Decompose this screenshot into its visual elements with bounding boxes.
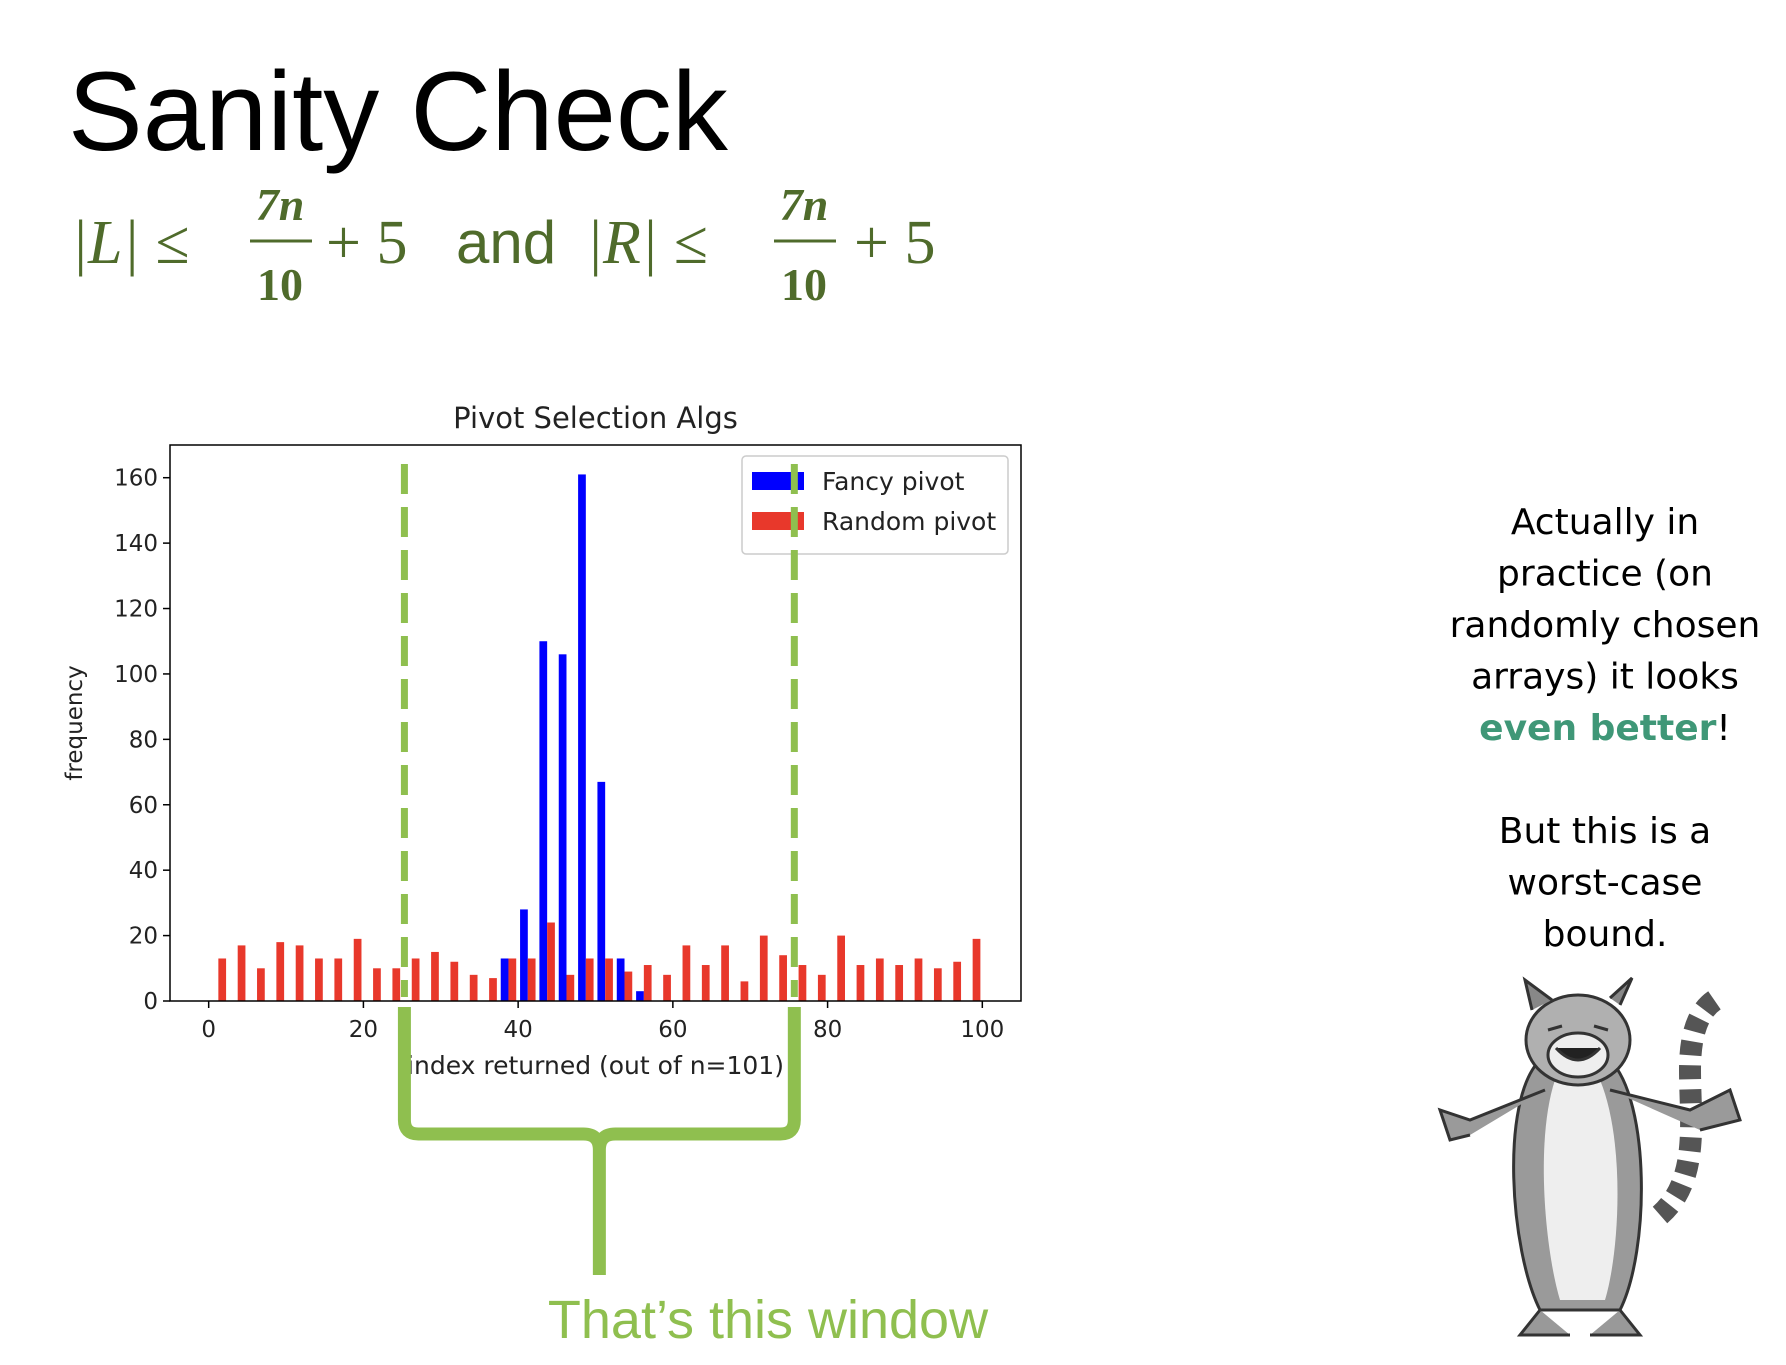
- x-tick-label: 80: [813, 1017, 842, 1043]
- bar: [547, 922, 555, 1001]
- bar: [856, 965, 865, 1001]
- bar: [779, 955, 787, 1001]
- bar: [597, 781, 606, 1001]
- formula: |L| ≤ 7n 10 + 5 and |R| ≤ 7n 10 + 5: [71, 179, 935, 310]
- bar: [682, 945, 691, 1001]
- bar: [411, 958, 420, 1001]
- chart-title: Pivot Selection Algs: [453, 401, 738, 435]
- bar: [373, 968, 381, 1001]
- bar: [817, 974, 826, 1001]
- bar: [837, 935, 845, 1001]
- fraction-numerator: 7n: [256, 179, 305, 230]
- note-line: practice (on: [1497, 554, 1713, 595]
- y-axis-label: frequency: [62, 665, 88, 780]
- bar: [315, 958, 323, 1001]
- bar: [798, 965, 807, 1001]
- bar: [237, 945, 246, 1001]
- fraction-denominator: 10: [257, 259, 303, 310]
- x-tick-label: 40: [503, 1017, 532, 1043]
- bar: [933, 968, 942, 1001]
- legend-box: [741, 455, 1009, 555]
- x-axis-label: index returned (out of n=101): [407, 1051, 784, 1080]
- note-emphasis: even better: [1479, 708, 1716, 749]
- note-line: But this is a: [1499, 811, 1711, 852]
- legend-label: Fancy pivot: [822, 467, 965, 496]
- bar: [616, 958, 625, 1001]
- y-tick-label: 80: [129, 727, 158, 753]
- bar: [895, 965, 904, 1001]
- bar: [508, 958, 517, 1001]
- bar: [721, 945, 729, 1001]
- bar: [875, 958, 884, 1001]
- window-brace: [397, 1007, 801, 1275]
- y-tick-label: 0: [143, 989, 158, 1015]
- formula-lhs: |R| ≤: [586, 209, 708, 277]
- bar: [740, 981, 749, 1001]
- bar: [624, 971, 633, 1001]
- note-end: !: [1716, 708, 1730, 749]
- bar: [539, 641, 548, 1001]
- lemur: [1437, 976, 1742, 1337]
- y-tick-label: 40: [129, 858, 158, 884]
- note-line: arrays) it looks: [1471, 657, 1739, 698]
- x-tick-label: 100: [960, 1017, 1004, 1043]
- bar: [520, 909, 528, 1001]
- note: Actually in practice (on randomly chosen ar…: [1450, 502, 1761, 955]
- note-line: Actually in: [1511, 502, 1699, 543]
- bar: [489, 978, 497, 1001]
- bar: [585, 958, 594, 1001]
- bar: [636, 991, 644, 1001]
- bar: [701, 965, 710, 1001]
- bar: [392, 968, 401, 1001]
- bar: [295, 945, 304, 1001]
- y-tick-label: 160: [114, 466, 158, 492]
- formula-tail: + 5: [326, 209, 407, 277]
- bar: [566, 974, 575, 1001]
- bar: [257, 968, 265, 1001]
- bar: [500, 958, 509, 1001]
- chart: Pivot Selection Algs frequency index retur…: [62, 401, 1022, 1080]
- bar: [334, 958, 343, 1001]
- legend-label: Random pivot: [822, 507, 996, 536]
- bar: [469, 974, 478, 1001]
- y-tick-label: 20: [129, 924, 158, 950]
- slide-title: Sanity Check: [68, 49, 729, 174]
- bar: [431, 951, 439, 1001]
- y-tick-label: 120: [114, 597, 158, 623]
- bar: [643, 965, 652, 1001]
- formula-tail: + 5: [854, 209, 935, 277]
- bar: [353, 938, 362, 1001]
- x-tick-label: 60: [658, 1017, 687, 1043]
- bar: [663, 974, 671, 1001]
- y-tick-label: 60: [129, 793, 158, 819]
- bar: [558, 654, 567, 1001]
- fraction-numerator: 7n: [780, 179, 829, 230]
- bar: [450, 961, 459, 1001]
- formula-lhs: |L| ≤: [71, 209, 189, 277]
- formula-joiner: and: [456, 209, 556, 276]
- note-line: worst-case: [1508, 863, 1703, 904]
- x-tick-label: 20: [349, 1017, 378, 1043]
- note-line: bound.: [1543, 914, 1668, 955]
- bar: [972, 938, 981, 1001]
- bar: [218, 958, 227, 1001]
- bar: [578, 474, 586, 1001]
- bar: [759, 935, 768, 1001]
- fraction-denominator: 10: [781, 259, 827, 310]
- note-line: randomly chosen: [1450, 605, 1761, 646]
- bar: [605, 958, 613, 1001]
- plot-frame: [169, 444, 1022, 1002]
- x-tick-label: 0: [201, 1017, 216, 1043]
- y-tick-label: 100: [114, 662, 158, 688]
- bar: [276, 942, 285, 1001]
- bar: [527, 958, 536, 1001]
- callout: That’s this window: [548, 1290, 989, 1350]
- bar: [914, 958, 923, 1001]
- bar: [953, 961, 962, 1001]
- y-tick-label: 140: [114, 531, 158, 557]
- note-line: even better!: [1479, 708, 1731, 749]
